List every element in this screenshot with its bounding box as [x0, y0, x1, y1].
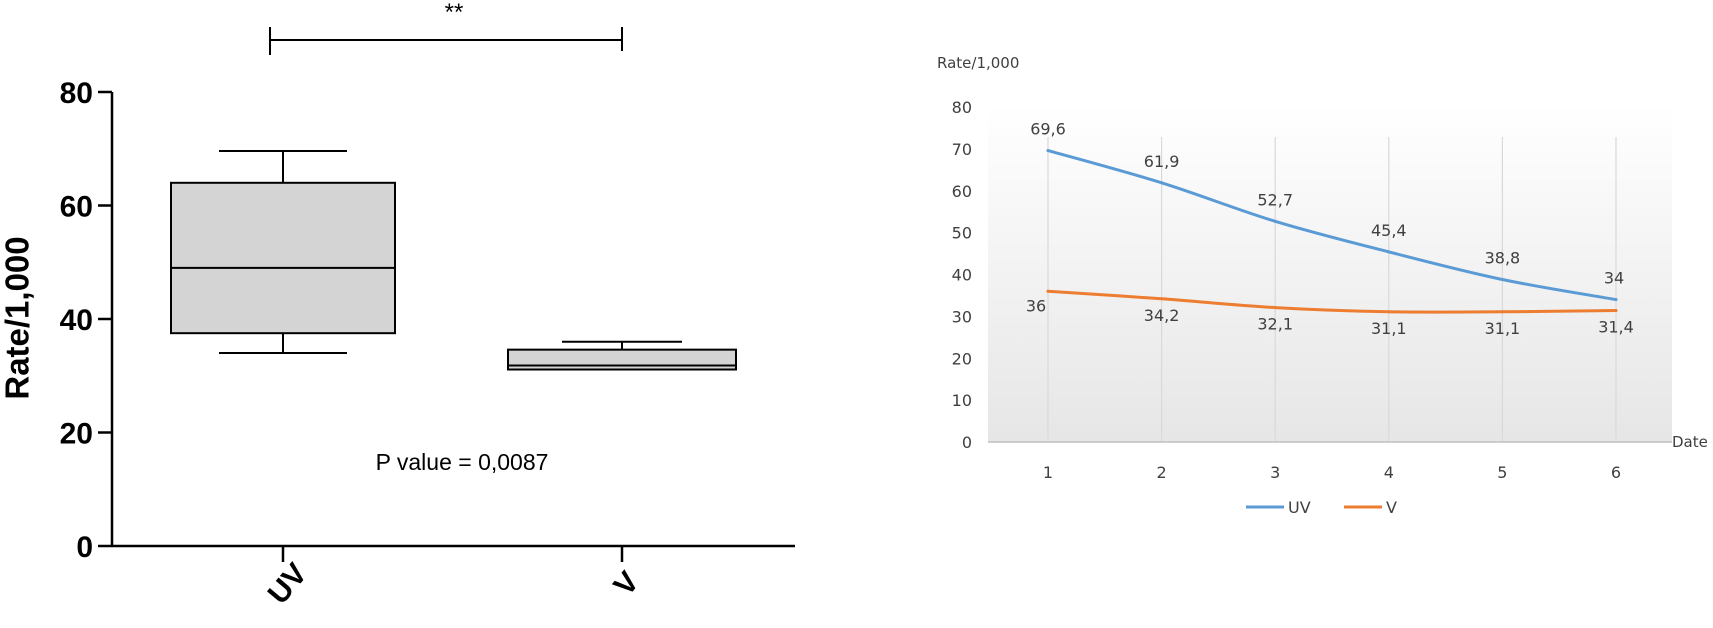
- data-label-v: 31,1: [1485, 319, 1521, 338]
- data-point-uv: [1273, 219, 1277, 223]
- line-y-tick-label: 50: [952, 224, 972, 243]
- series-line-v: [1046, 289, 1618, 314]
- series-line-uv: [1046, 149, 1618, 302]
- line-y-axis-title: Rate/1,000: [937, 54, 1019, 72]
- data-point-uv: [1500, 278, 1504, 282]
- line-y-tick-label: 30: [952, 307, 972, 326]
- line-x-tick-label: 5: [1497, 463, 1507, 482]
- data-label-uv: 69,6: [1030, 120, 1066, 139]
- y-tick-label: 20: [60, 418, 93, 451]
- data-label-uv: 34: [1604, 269, 1624, 288]
- line-y-tick-label: 70: [952, 140, 972, 159]
- significance-bracket: [269, 27, 623, 55]
- data-label-v: 31,1: [1371, 319, 1407, 338]
- line-y-tick-label: 0: [962, 433, 972, 452]
- box-marks: [170, 150, 737, 371]
- line-y-tick-label: 40: [952, 266, 972, 285]
- data-label-v: 34,2: [1144, 306, 1180, 325]
- data-point-uv: [1160, 181, 1164, 185]
- legend-item-v: V: [1344, 498, 1397, 517]
- legend-label: UV: [1288, 498, 1311, 517]
- data-point-v: [1046, 289, 1050, 293]
- x-tick-label: UV: [262, 557, 314, 610]
- legend-item-uv: UV: [1246, 498, 1311, 517]
- legend-label: V: [1386, 498, 1397, 517]
- box-v: [507, 340, 737, 371]
- data-point-v: [1273, 306, 1277, 310]
- line-y-tick-label: 10: [952, 391, 972, 410]
- line-y-axis-ticks: 0 10 20 30 40 50 60 70 80: [952, 98, 972, 452]
- line-data-labels: 69,6 61,9 52,7 45,4 38,8 34 36 34,2 32,1 31,1 31,1…: [1026, 120, 1634, 338]
- line-x-tick-label: 6: [1611, 463, 1621, 482]
- data-point-uv: [1614, 298, 1618, 302]
- data-label-uv: 61,9: [1144, 152, 1180, 171]
- data-label-v: 31,4: [1598, 318, 1634, 337]
- line-y-tick-label: 20: [952, 349, 972, 368]
- line-y-tick-label: 80: [952, 98, 972, 117]
- line-x-axis-title: Date: [1672, 433, 1708, 451]
- line-x-tick-label: 2: [1157, 463, 1167, 482]
- box-uv: [170, 150, 396, 355]
- data-point-v: [1614, 309, 1618, 313]
- box-y-axis-title: Rate/1,000: [0, 236, 36, 399]
- line-y-tick-label: 60: [952, 182, 972, 201]
- y-axis-ticks: 0 20 40 60 80: [60, 77, 112, 564]
- data-point-uv: [1046, 149, 1050, 153]
- data-label-uv: 52,7: [1257, 190, 1293, 209]
- data-point-v: [1500, 310, 1504, 314]
- data-label-v: 36: [1026, 296, 1046, 315]
- data-point-v: [1160, 297, 1164, 301]
- box-iqr: [170, 181, 396, 335]
- data-point-uv: [1387, 250, 1391, 254]
- line-x-tick-label: 1: [1043, 463, 1053, 482]
- y-tick-label: 40: [60, 304, 93, 337]
- plot-area: [988, 104, 1672, 442]
- data-point-v: [1387, 310, 1391, 314]
- vertical-gridlines: [1047, 137, 1617, 442]
- y-tick-label: 0: [76, 531, 93, 564]
- y-tick-label: 80: [60, 77, 93, 110]
- data-label-uv: 38,8: [1485, 249, 1521, 268]
- data-label-uv: 45,4: [1371, 221, 1407, 240]
- line-x-tick-label: 4: [1384, 463, 1394, 482]
- legend: UV V: [1246, 498, 1397, 517]
- box-plot: 0 20 40 60 80 UV V Rate/1,000 ** P value = 0,…: [0, 0, 795, 610]
- x-axis-ticks: UV V: [262, 546, 646, 610]
- line-series: [1046, 149, 1618, 314]
- x-tick-label: V: [608, 566, 646, 603]
- significance-stars: **: [445, 0, 464, 26]
- data-label-v: 32,1: [1257, 315, 1293, 334]
- y-tick-label: 60: [60, 191, 93, 224]
- line-x-axis-ticks: 1 2 3 4 5 6: [1043, 463, 1621, 482]
- line-x-tick-label: 3: [1270, 463, 1280, 482]
- p-value-annotation: P value = 0,0087: [376, 449, 549, 475]
